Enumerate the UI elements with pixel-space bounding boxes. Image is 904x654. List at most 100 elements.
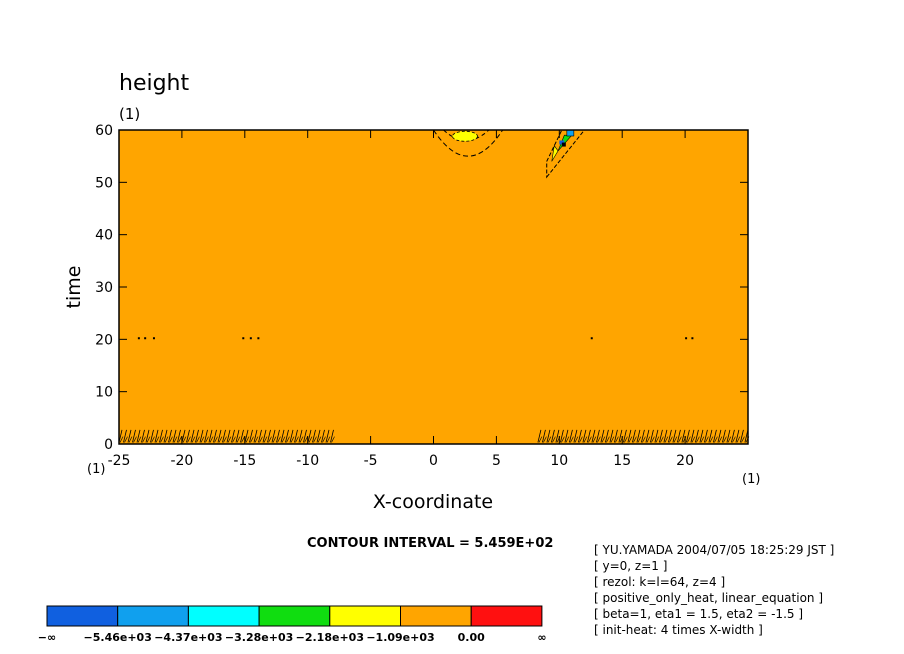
noise-hatch [614, 429, 618, 443]
noise-hatch [727, 436, 732, 443]
noise-hatch [286, 436, 290, 443]
x-tick-label: -15 [233, 453, 256, 469]
noise-hatch [317, 436, 322, 443]
noise-hatch [164, 436, 169, 443]
noise-hatch [695, 429, 699, 443]
noise-hatch [312, 429, 316, 443]
streak-yellow [551, 144, 559, 162]
noise-hatch [686, 429, 690, 443]
noise-hatch [618, 429, 623, 443]
noise-hatch [632, 429, 636, 443]
colorbar-swatch [46, 605, 119, 627]
noise-hatch [322, 436, 326, 443]
noise-hatch [326, 436, 331, 443]
noise-hatch [668, 429, 672, 443]
noise-hatch [163, 429, 168, 443]
noise-hatch [569, 429, 573, 443]
noise-hatch [669, 436, 673, 443]
y-tick-label: 60 [95, 123, 113, 139]
chart-title: height [119, 71, 189, 96]
colorbar-label: −4.37e+03 [154, 631, 222, 644]
contour-features [118, 129, 750, 443]
noise-hatch [714, 436, 718, 443]
noise-hatch [663, 429, 668, 443]
x-tick-label: 15 [613, 453, 631, 469]
info-line: [ y=0, z=1 ] [594, 559, 667, 573]
noise-hatch [249, 429, 253, 443]
noise-hatch [664, 436, 669, 443]
x-tick-label: -10 [296, 453, 319, 469]
noise-hatch [136, 429, 141, 443]
noise-hatch [654, 429, 659, 443]
x-tick-label: -5 [364, 453, 378, 469]
x-tick-label: 0 [429, 453, 438, 469]
noise-hatch [691, 436, 696, 443]
noise-hatch [223, 436, 227, 443]
noise-hatch [705, 436, 709, 443]
noise-hatch [726, 429, 731, 443]
x-tick-label: 20 [676, 453, 694, 469]
noise-hatch [660, 436, 664, 443]
noise-hatch [141, 429, 145, 443]
noise-hatch [204, 429, 208, 443]
noise-dot [152, 337, 155, 340]
noise-hatch [160, 436, 164, 443]
x-axis-unit-right: (1) [742, 472, 760, 487]
x-tick-label: -20 [170, 453, 193, 469]
noise-hatch [600, 429, 605, 443]
noise-hatch [259, 436, 263, 443]
noise-hatch [199, 429, 204, 443]
noise-hatch [560, 429, 564, 443]
noise-hatch [307, 429, 312, 443]
x-axis-label: X-coordinate [373, 491, 493, 513]
colorbar-label: ∞ [537, 631, 546, 644]
noise-hatch [214, 436, 218, 443]
noise-hatch [735, 429, 740, 443]
streak-dark [561, 142, 566, 147]
noise-hatch [271, 429, 276, 443]
noise-hatch [591, 429, 596, 443]
colorbar-label: −3.28e+03 [225, 631, 293, 644]
noise-hatch [262, 429, 267, 443]
noise-hatch [244, 429, 249, 443]
noise-hatch [537, 429, 542, 443]
noise-hatch [172, 429, 177, 443]
colorbar-swatch [470, 605, 543, 627]
colorbar-label: −∞ [38, 631, 56, 644]
noise-dot [257, 337, 260, 340]
noise-dot [144, 337, 147, 340]
noise-hatch [718, 436, 723, 443]
noise-hatch [232, 436, 236, 443]
colorbar-swatch [400, 605, 472, 627]
noise-hatch [191, 436, 196, 443]
y-axis-ticks: 0 10 20 30 40 50 60 [95, 123, 748, 453]
noise-hatch [236, 436, 241, 443]
noise-hatch [132, 429, 136, 443]
noise-hatch [570, 436, 574, 443]
noise-hatch [546, 429, 551, 443]
noise-hatch [677, 429, 681, 443]
noise-hatch [159, 429, 163, 443]
colorbar-swatch [117, 605, 189, 627]
noise-hatch [650, 429, 654, 443]
noise-hatch [597, 436, 601, 443]
noise-hatch [240, 429, 244, 443]
noise-hatch [672, 429, 677, 443]
noise-hatch [731, 429, 735, 443]
noise-hatch [605, 429, 609, 443]
noise-hatch [704, 429, 708, 443]
noise-hatch [195, 429, 199, 443]
noise-hatch [146, 436, 151, 443]
noise-hatch [150, 429, 154, 443]
noise-hatch [208, 429, 213, 443]
x-axis-ticks: -25 -20 -15 -10 -5 0 5 10 15 20 [108, 130, 694, 469]
noise-dot [249, 337, 252, 340]
x-tick-label: 5 [492, 453, 501, 469]
noise-hatch [267, 429, 271, 443]
noise-hatch [637, 436, 642, 443]
noise-hatch [196, 436, 200, 443]
noise-hatch [321, 429, 325, 443]
noise-hatch [235, 429, 240, 443]
x-axis-unit-left: (1) [87, 462, 105, 477]
